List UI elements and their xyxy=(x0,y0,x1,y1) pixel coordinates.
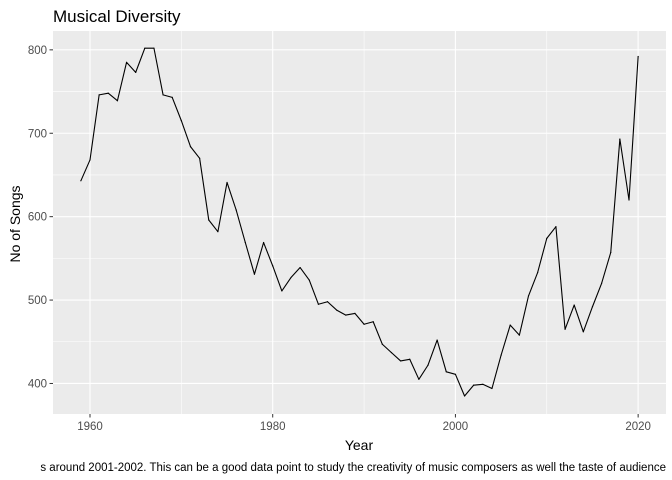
data-point xyxy=(427,364,429,366)
data-point xyxy=(527,295,530,297)
x-axis-ticks: 1960 1980 2000 2020 xyxy=(77,414,651,433)
data-point xyxy=(418,378,420,380)
data-point xyxy=(299,266,301,269)
major-gridlines xyxy=(53,31,666,414)
chart-title: Musical Diversity xyxy=(53,7,181,26)
data-point xyxy=(546,237,548,239)
data-points xyxy=(80,47,639,397)
data-point xyxy=(400,360,402,362)
data-point xyxy=(345,314,347,316)
y-tick-label: 400 xyxy=(28,378,47,390)
data-point xyxy=(317,303,319,305)
data-point xyxy=(537,271,539,274)
data-point xyxy=(573,304,575,306)
data-point xyxy=(372,321,374,323)
data-point xyxy=(637,55,639,58)
data-point xyxy=(272,265,274,267)
data-point xyxy=(125,61,128,63)
data-point xyxy=(89,159,91,161)
x-tick-label: 2020 xyxy=(625,421,651,433)
data-point xyxy=(390,352,393,354)
chart-caption: s around 2001-2002. This can be a good d… xyxy=(40,462,666,474)
data-point xyxy=(144,47,146,49)
data-point xyxy=(582,331,584,333)
data-point xyxy=(208,219,210,221)
y-axis-title: No of Songs xyxy=(7,185,23,262)
data-point xyxy=(436,339,438,341)
data-point xyxy=(107,92,109,94)
data-point xyxy=(180,120,182,122)
data-point xyxy=(226,181,228,184)
data-point xyxy=(445,371,447,373)
data-point xyxy=(199,157,201,159)
data-point xyxy=(281,290,283,292)
data-point xyxy=(619,138,621,140)
data-point xyxy=(518,334,520,336)
data-point xyxy=(564,328,566,330)
data-point xyxy=(591,306,594,308)
data-point xyxy=(162,94,164,96)
data-point xyxy=(555,226,557,228)
data-point xyxy=(336,309,338,311)
x-tick-label: 1980 xyxy=(260,421,286,433)
data-point xyxy=(363,323,365,325)
series-line xyxy=(80,47,639,397)
data-point xyxy=(509,324,511,326)
y-axis-ticks: 400 500 600 700 800 xyxy=(28,45,53,390)
data-point xyxy=(326,301,329,303)
data-point xyxy=(600,282,603,284)
x-tick-label: 1960 xyxy=(77,421,103,433)
data-point xyxy=(80,180,82,182)
data-point xyxy=(189,146,192,148)
data-point xyxy=(610,251,612,254)
minor-gridlines xyxy=(53,31,666,414)
data-point xyxy=(491,387,493,390)
data-point xyxy=(235,209,237,211)
data-point xyxy=(628,199,630,201)
data-point xyxy=(171,96,173,98)
data-point xyxy=(381,343,383,345)
y-tick-label: 700 xyxy=(28,128,47,140)
data-point xyxy=(454,373,457,375)
data-point xyxy=(135,71,137,73)
data-point xyxy=(308,279,310,281)
data-point xyxy=(482,383,484,385)
y-tick-label: 600 xyxy=(28,212,47,224)
data-point xyxy=(244,241,246,244)
data-point xyxy=(98,94,100,96)
data-point xyxy=(262,241,265,244)
x-axis-title: Year xyxy=(345,437,374,453)
data-point xyxy=(253,273,256,275)
data-point xyxy=(116,100,119,102)
data-point xyxy=(153,47,155,49)
data-point xyxy=(473,384,475,386)
data-point xyxy=(290,276,292,279)
data-point xyxy=(354,312,356,315)
plot-panel xyxy=(53,31,666,414)
y-tick-label: 800 xyxy=(28,45,47,57)
x-tick-label: 2000 xyxy=(443,421,469,433)
data-point xyxy=(217,231,219,233)
y-tick-label: 500 xyxy=(28,295,47,307)
data-point xyxy=(500,354,502,356)
data-point xyxy=(463,395,466,397)
data-point xyxy=(409,358,411,360)
